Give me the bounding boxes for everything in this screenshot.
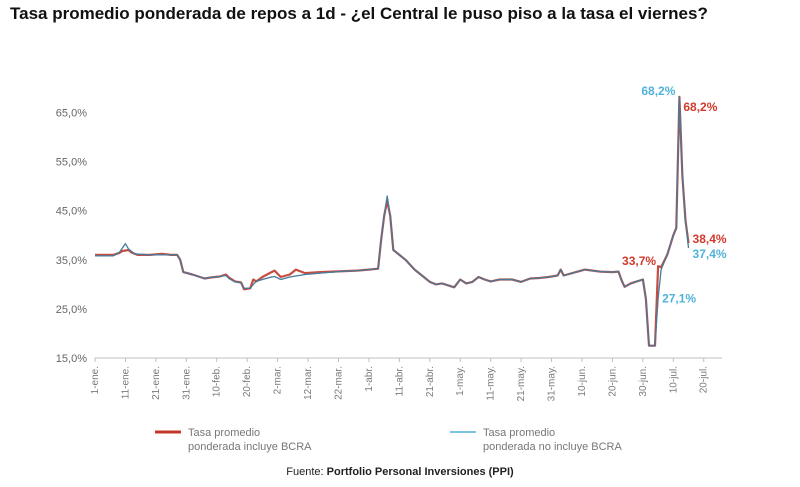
legend: Tasa promedio ponderada incluye BCRA Tasa …	[155, 427, 622, 453]
y-tick-label: 55,0%	[56, 157, 87, 169]
y-tick-label: 25,0%	[56, 304, 87, 316]
x-tick-label: 1-abr.	[364, 366, 375, 392]
x-tick-label: 30-jun.	[638, 366, 649, 397]
data-label: 37,4%	[693, 247, 727, 261]
x-tick-label: 1-may.	[455, 366, 466, 396]
y-tick-label: 35,0%	[56, 255, 87, 267]
x-tick-label: 21-ene.	[151, 366, 162, 400]
x-tick-label: 20-feb.	[242, 366, 253, 397]
series-overlap-line	[95, 96, 690, 347]
x-tick-label: 21-abr.	[425, 366, 436, 397]
x-tick-label: 12-mar.	[303, 366, 314, 400]
y-tick-label: 45,0%	[56, 206, 87, 218]
x-tick-label: 31-ene.	[181, 366, 192, 400]
legend-label-line2: ponderada no incluye BCRA	[483, 441, 622, 453]
x-tick-label: 21-may.	[516, 366, 527, 401]
x-axis: 1-ene. 11-ene. 21-ene. 31-ene. 10-feb. 20-feb…	[90, 357, 722, 401]
x-tick-label: 11-may.	[486, 366, 497, 401]
legend-label-line1: Tasa promedio	[188, 427, 260, 439]
legend-label-line2: ponderada incluye BCRA	[188, 441, 312, 453]
x-tick-label: 20-jun.	[607, 366, 618, 397]
chart-title: Tasa promedio ponderada de repos a 1d - …	[10, 4, 708, 23]
data-label: 68,2%	[641, 84, 675, 98]
series-lines	[95, 95, 690, 347]
legend-label-line1: Tasa promedio	[483, 427, 555, 439]
series-line-1	[95, 95, 690, 347]
data-label: 27,1%	[662, 292, 696, 306]
data-label: 38,4%	[693, 232, 727, 246]
x-tick-label: 10-jun.	[577, 366, 588, 397]
data-label: 33,7%	[622, 254, 656, 268]
x-tick-label: 11-ene.	[120, 366, 131, 399]
source-note: Fuente: Portfolio Personal Inversiones (…	[0, 466, 800, 478]
x-tick-label: 11-abr.	[394, 366, 405, 396]
x-tick-label: 10-jul.	[668, 366, 679, 393]
x-tick-label: 2-mar.	[273, 366, 284, 394]
x-tick-label: 10-feb.	[212, 366, 223, 397]
x-tick-label: 31-may.	[547, 366, 558, 401]
y-tick-label: 15,0%	[56, 353, 87, 365]
source-prefix: Fuente:	[286, 466, 327, 478]
y-tick-label: 65,0%	[56, 108, 87, 120]
y-axis: 15,0% 25,0% 35,0% 45,0% 55,0% 65,0%	[56, 108, 87, 365]
x-tick-label: 22-mar.	[333, 366, 344, 400]
x-tick-label: 1-ene.	[90, 366, 101, 394]
data-label: 68,2%	[683, 100, 717, 114]
source-name: Portfolio Personal Inversiones (PPI)	[326, 466, 514, 478]
data-annotations: 68,2% 68,2% 33,7% 27,1% 38,4%37,4%	[622, 84, 727, 306]
x-tick-label: 20-jul.	[699, 366, 710, 393]
